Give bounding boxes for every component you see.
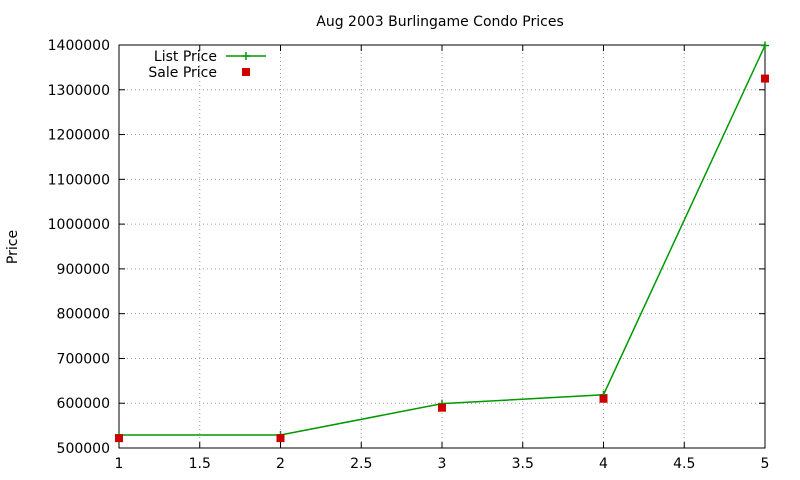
x-tick-label: 5 (761, 456, 770, 472)
x-tick-label: 3 (438, 456, 447, 472)
y-tick-label: 1100000 (48, 172, 110, 188)
y-tick-label: 700000 (57, 351, 110, 367)
x-tick-label: 4 (599, 456, 608, 472)
series-layer (115, 41, 769, 443)
x-tick-label: 2 (276, 456, 285, 472)
chart-title: Aug 2003 Burlingame Condo Prices (316, 14, 563, 30)
y-tick-label: 1200000 (48, 128, 110, 144)
y-tick-label: 1400000 (48, 38, 110, 54)
y-axis-label: Price (5, 230, 21, 264)
series-line-list-price (119, 45, 766, 436)
point-sale-price (599, 394, 608, 403)
point-sale-price (438, 403, 446, 412)
x-tick-label: 3.5 (512, 456, 534, 472)
y-tick-label: 500000 (57, 441, 110, 457)
legend-swatch-marker (242, 68, 250, 76)
y-tick-label: 1300000 (48, 83, 110, 99)
point-sale-price (761, 74, 769, 83)
x-tick-label: 2.5 (350, 456, 372, 472)
y-tick-label: 600000 (57, 396, 110, 412)
y-tick-label: 900000 (57, 262, 110, 278)
y-tick-label: 1000000 (48, 217, 110, 233)
point-sale-price (115, 434, 123, 443)
axis-ticks: 1 1.5 2 2.5 3 3.5 4 4.5 5 500000 600000 700000 80000… (48, 38, 770, 472)
legend-label: List Price (154, 49, 217, 65)
point-sale-price (276, 434, 285, 443)
x-tick-label: 4.5 (673, 456, 695, 472)
x-tick-label: 1 (115, 456, 124, 472)
point-list-price (761, 41, 769, 50)
legend-label: Sale Price (148, 65, 217, 81)
y-tick-label: 800000 (57, 307, 110, 323)
x-tick-label: 1.5 (189, 456, 211, 472)
legend-swatch-marker (242, 52, 250, 60)
grid-lines (119, 45, 765, 448)
